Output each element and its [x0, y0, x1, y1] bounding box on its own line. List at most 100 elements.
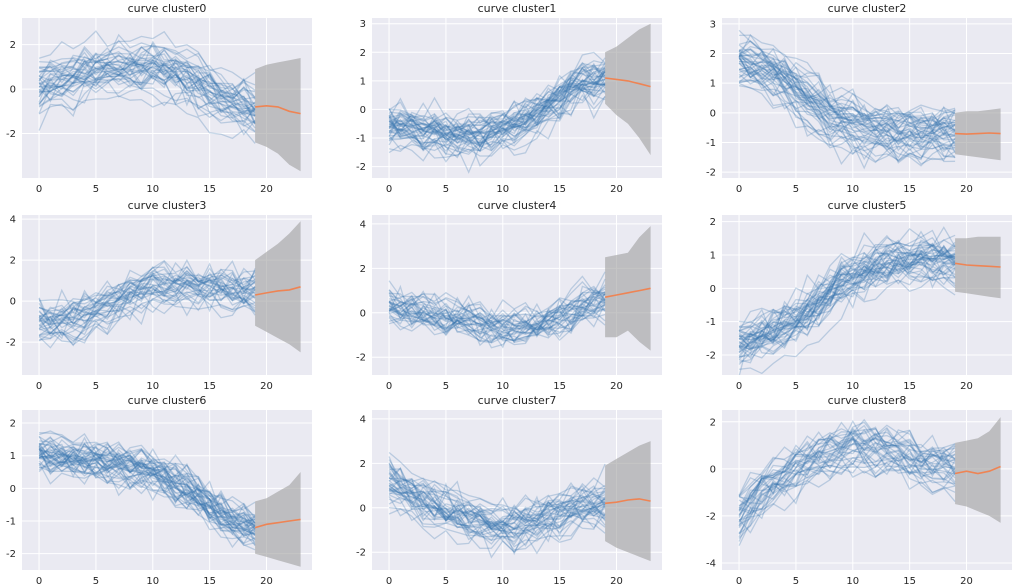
forecast-band	[605, 226, 651, 351]
cluster-curve	[38, 438, 256, 524]
cluster-curve	[739, 244, 956, 348]
x-tick-label: 0	[36, 184, 42, 195]
cluster-curve	[388, 62, 606, 137]
cluster-curve	[39, 266, 256, 318]
cluster-curve	[38, 59, 256, 124]
cluster-curve	[738, 435, 956, 521]
cluster-curve	[388, 456, 606, 512]
cluster-curve	[738, 428, 956, 507]
cluster-curve	[738, 251, 956, 357]
cluster-curve	[388, 285, 606, 333]
cluster-curve	[388, 488, 606, 538]
cluster-curve	[739, 244, 956, 338]
cluster-curve	[738, 418, 956, 497]
cluster-curve	[738, 44, 956, 125]
forecast-band	[605, 441, 651, 562]
cluster-curve	[738, 245, 956, 353]
forecast-line	[955, 132, 1001, 135]
cluster-curve	[388, 477, 606, 528]
cluster-curve	[388, 77, 606, 153]
forecast-line	[954, 465, 1001, 475]
cluster-curve	[38, 272, 256, 335]
cluster-curve	[738, 431, 956, 512]
cluster-curve	[388, 292, 606, 349]
cluster-curve	[738, 236, 956, 332]
cluster-curve	[738, 428, 956, 523]
cluster-curve	[738, 447, 956, 525]
y-tick-label: -2	[6, 549, 16, 560]
cluster-curve	[738, 53, 956, 131]
cluster-curve	[38, 56, 256, 125]
cluster-curve	[38, 445, 256, 532]
cluster-curve	[388, 302, 606, 334]
cluster-curve	[388, 65, 606, 157]
cluster-curve	[38, 273, 256, 312]
subplot-title: curve cluster4	[478, 199, 557, 212]
cluster-curve	[38, 284, 256, 337]
cluster-curve	[388, 303, 606, 343]
cluster-curve	[388, 71, 606, 152]
cluster-curve	[738, 66, 956, 159]
x-tick-label: 5	[443, 381, 449, 392]
y-tick-label: -2	[356, 353, 366, 364]
forecast-band	[605, 23, 651, 156]
cluster-curve	[388, 70, 606, 155]
cluster-curve	[389, 78, 606, 148]
cluster-curve	[738, 457, 956, 534]
y-tick-label: 2	[10, 256, 16, 267]
cluster-curve	[38, 59, 256, 112]
cluster-curve	[39, 445, 256, 524]
cluster-curve	[738, 437, 956, 515]
cluster-curve	[388, 467, 606, 541]
cluster-curve	[738, 260, 956, 363]
y-tick-label: 2	[710, 49, 716, 60]
cluster-curve	[39, 433, 256, 525]
cluster-curve	[38, 297, 256, 349]
x-tick-label: 10	[846, 381, 859, 392]
cluster-curve	[38, 70, 256, 127]
cluster-curve	[388, 288, 606, 341]
cluster-curve	[738, 66, 956, 146]
cluster-curve	[388, 60, 606, 130]
cluster-curve	[38, 466, 256, 543]
subplot-4: curve cluster4 0 5 10 15 20 -2 0 2 4	[356, 199, 662, 392]
cluster-curve	[38, 271, 256, 340]
cluster-curve	[739, 60, 956, 139]
cluster-curve	[738, 439, 956, 512]
cluster-curve	[738, 48, 956, 132]
cluster-curve	[738, 52, 956, 135]
x-tick-label: 10	[146, 381, 159, 392]
cluster-curve	[388, 462, 606, 526]
cluster-curve	[738, 428, 956, 505]
y-tick-label: 0	[10, 85, 16, 96]
cluster-curve	[38, 453, 256, 551]
x-tick-label: 0	[386, 576, 392, 587]
cluster-curve	[388, 494, 606, 553]
subplot-title: curve cluster1	[478, 2, 557, 15]
cluster-curve	[38, 443, 256, 536]
cluster-curve	[738, 244, 956, 341]
cluster-curve	[38, 45, 256, 91]
cluster-curve	[738, 431, 956, 509]
cluster-curve	[738, 226, 956, 332]
cluster-curve	[38, 55, 256, 110]
cluster-curve	[388, 496, 606, 548]
x-tick-label: 0	[736, 576, 742, 587]
y-tick-label: 1	[360, 76, 366, 87]
cluster-curve	[388, 293, 606, 329]
cluster-curve	[388, 66, 606, 141]
cluster-curve	[389, 63, 606, 128]
cluster-curve	[388, 67, 606, 139]
cluster-curve	[388, 489, 606, 529]
cluster-curve	[39, 280, 256, 341]
cluster-curve	[388, 503, 606, 551]
forecast-band	[255, 58, 301, 172]
cluster-curve	[39, 60, 256, 116]
x-tick-label: 20	[260, 184, 273, 195]
x-tick-label: 0	[386, 381, 392, 392]
cluster-curve	[738, 45, 956, 132]
cluster-curve	[39, 52, 256, 101]
y-tick-label: -1	[356, 134, 366, 145]
cluster-curve	[388, 94, 606, 174]
